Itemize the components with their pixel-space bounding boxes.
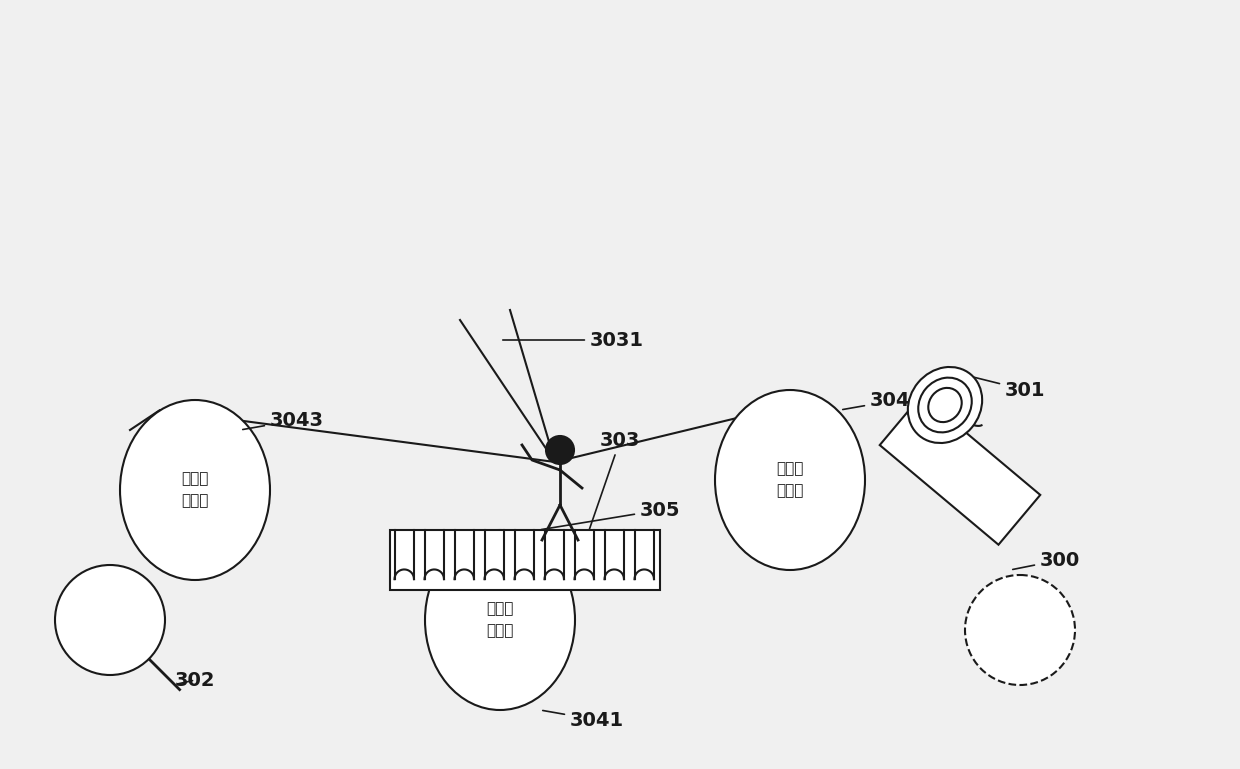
Text: 虚拟射
击对象: 虚拟射 击对象	[181, 471, 208, 508]
Ellipse shape	[425, 530, 575, 710]
Ellipse shape	[919, 378, 972, 432]
Ellipse shape	[908, 367, 982, 443]
Text: 3042: 3042	[843, 391, 924, 410]
Ellipse shape	[120, 400, 270, 580]
Circle shape	[546, 436, 574, 464]
Text: 301: 301	[967, 376, 1045, 400]
Circle shape	[55, 565, 165, 675]
Text: 虚拟射
击对象: 虚拟射 击对象	[486, 601, 513, 638]
Ellipse shape	[929, 388, 962, 422]
Circle shape	[965, 575, 1075, 685]
Text: 3031: 3031	[502, 331, 644, 349]
Bar	[391, 530, 660, 590]
Polygon shape	[879, 395, 1040, 544]
Text: 3043: 3043	[243, 411, 324, 430]
Text: 300: 300	[1013, 551, 1080, 570]
Text: 虚拟射
击对象: 虚拟射 击对象	[776, 461, 804, 498]
Text: 303: 303	[587, 431, 640, 539]
Text: 3041: 3041	[543, 711, 624, 730]
Ellipse shape	[715, 390, 866, 570]
Text: 302: 302	[175, 671, 216, 690]
Text: 305: 305	[541, 501, 681, 530]
